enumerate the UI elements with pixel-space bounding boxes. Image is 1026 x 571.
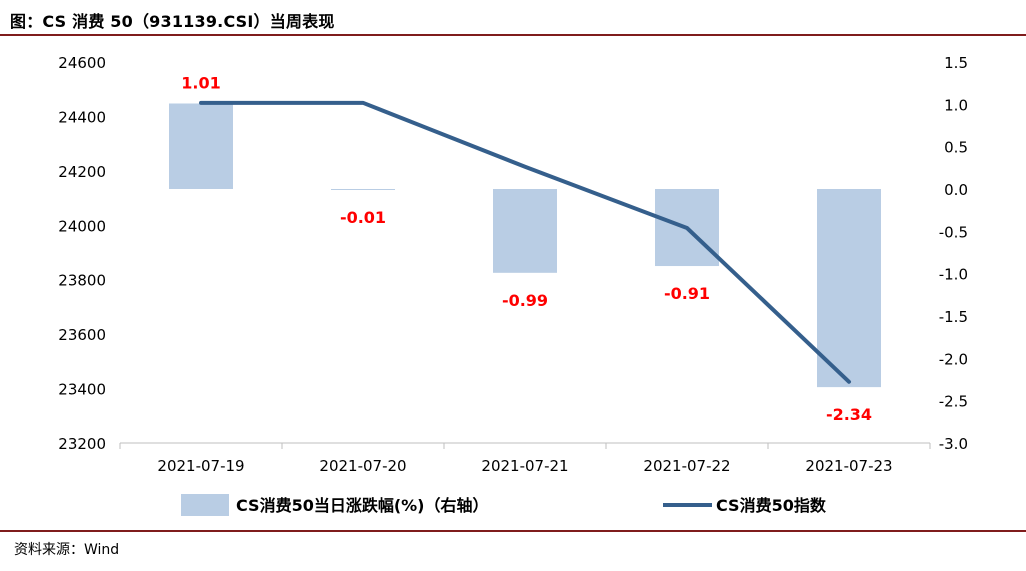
x-tick-label: 2021-07-23 <box>805 457 892 475</box>
top-divider <box>0 34 1026 36</box>
y-left-tick-label: 23400 <box>58 381 106 399</box>
y-left-tick-label: 23600 <box>58 326 106 344</box>
y-left-tick-label: 23200 <box>58 435 106 453</box>
y-right-tick-label: -0.5 <box>939 223 968 241</box>
bar-data-label: -0.91 <box>664 284 710 303</box>
x-tick-label: 2021-07-20 <box>319 457 406 475</box>
index-line <box>199 100 851 384</box>
source-note: 资料来源：Wind <box>14 542 120 558</box>
y-left-tick-label: 24200 <box>58 163 106 181</box>
y-right-tick-label: -2.5 <box>939 393 968 411</box>
legend-line-label: CS消费50指数 <box>716 496 827 515</box>
y-right-tick-label: -3.0 <box>939 435 968 453</box>
y-right-tick-label: -1.5 <box>939 308 968 326</box>
x-tick-label: 2021-07-21 <box>481 457 568 475</box>
y-left-tick-label: 24400 <box>58 108 106 126</box>
legend-bar-swatch <box>181 494 229 516</box>
bar-data-label: 1.01 <box>181 73 220 92</box>
bar <box>331 189 395 190</box>
y-right-tick-label: -1.0 <box>939 266 968 284</box>
y-right-tick-label: 0.5 <box>944 139 968 157</box>
x-tick-label: 2021-07-22 <box>643 457 730 475</box>
y-right-tick-label: 1.0 <box>944 96 968 114</box>
legend-bar-label: CS消费50当日涨跌幅(%)（右轴） <box>236 496 489 515</box>
y-left-tick-label: 24000 <box>58 217 106 235</box>
x-tick-label: 2021-07-19 <box>157 457 244 475</box>
bottom-divider <box>0 530 1026 532</box>
bar <box>493 189 557 273</box>
bar <box>817 189 881 388</box>
bar-data-label: -2.34 <box>826 405 872 424</box>
y-left-tick-label: 23800 <box>58 272 106 290</box>
y-right-tick-label: 1.5 <box>944 54 968 72</box>
y-right-tick-label: 0.0 <box>944 181 968 199</box>
bar-data-label: -0.01 <box>340 208 386 227</box>
y-left-tick-label: 24600 <box>58 54 106 72</box>
y-right-tick-label: -2.0 <box>939 350 968 368</box>
chart-title: 图：CS 消费 50（931139.CSI）当周表现 <box>10 12 335 31</box>
bar <box>169 103 233 189</box>
bar-data-label: -0.99 <box>502 291 548 310</box>
